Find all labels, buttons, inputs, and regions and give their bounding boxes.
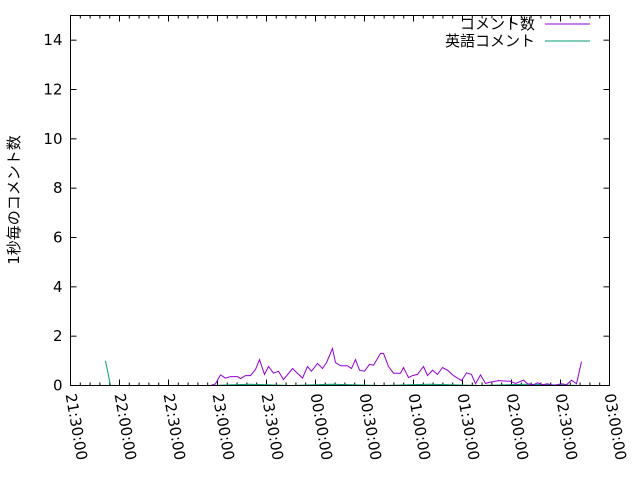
y-tick-label: 12 bbox=[43, 81, 62, 99]
x-tick-label: 03:00:00 bbox=[601, 392, 630, 461]
x-tick-label: 23:00:00 bbox=[209, 392, 238, 461]
y-tick-label: 14 bbox=[43, 31, 62, 49]
legend-label: コメント数 bbox=[460, 15, 535, 33]
axis-ticks: 0 2 4 6 8 10 12 14 21:30:00 22:00:00 22:30:00 23:00… bbox=[43, 15, 630, 462]
y-tick-label: 6 bbox=[53, 229, 63, 247]
y-tick-label: 0 bbox=[53, 377, 63, 395]
y-tick-label: 2 bbox=[53, 327, 63, 345]
x-tick-label: 00:30:00 bbox=[356, 392, 385, 461]
y-tick-label: 10 bbox=[43, 130, 62, 148]
x-tick-label: 22:00:00 bbox=[111, 392, 140, 461]
plot-frame bbox=[70, 15, 610, 386]
x-tick-label: 23:30:00 bbox=[258, 392, 287, 461]
x-tick-label: 01:00:00 bbox=[405, 392, 434, 461]
x-tick-label: 22:30:00 bbox=[160, 392, 189, 461]
x-tick-label: 21:30:00 bbox=[62, 392, 91, 461]
series-line-comments bbox=[210, 346, 582, 387]
x-tick-label: 00:00:00 bbox=[307, 392, 336, 461]
y-tick-label: 4 bbox=[53, 278, 63, 296]
y-tick-label: 8 bbox=[53, 179, 63, 197]
x-tick-label: 01:30:00 bbox=[454, 392, 483, 461]
legend-label: 英語コメント bbox=[445, 32, 535, 50]
y-axis-label: 1秒毎のコメント数 bbox=[5, 135, 23, 265]
series-lines bbox=[105, 346, 582, 387]
x-tick-label: 02:30:00 bbox=[552, 392, 581, 461]
x-tick-label: 02:00:00 bbox=[503, 392, 532, 461]
series-line-english bbox=[105, 360, 582, 387]
